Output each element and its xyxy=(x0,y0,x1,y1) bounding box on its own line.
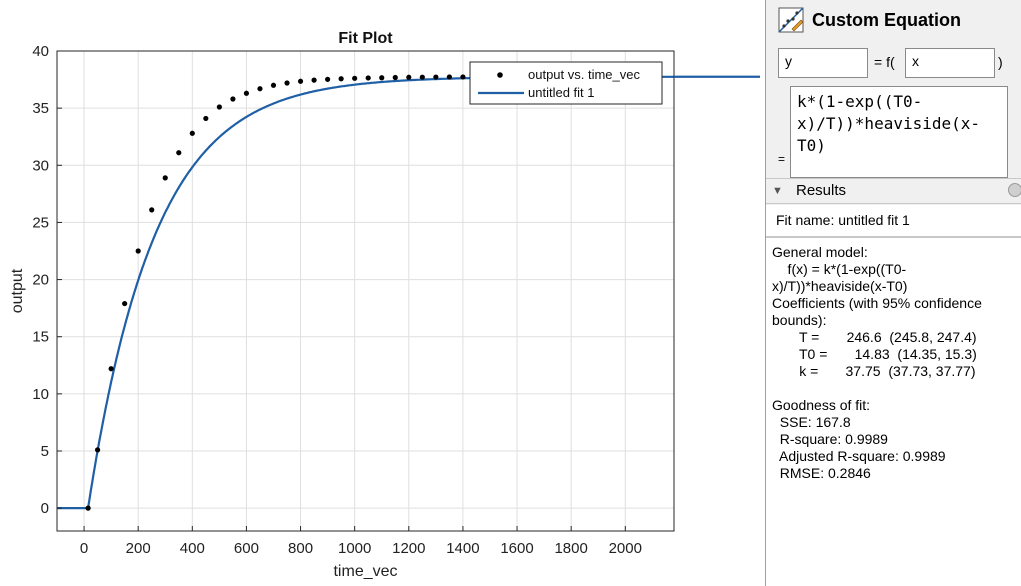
y-tick-label: 0 xyxy=(41,500,49,517)
x-tick-label: 800 xyxy=(288,540,313,557)
data-point xyxy=(365,75,371,81)
axes-background xyxy=(57,51,674,531)
data-point xyxy=(311,77,317,83)
x-tick-label: 1600 xyxy=(500,540,533,557)
data-point xyxy=(176,150,182,156)
data-point xyxy=(216,104,222,110)
results-line: Adjusted R-square: 0.9989 xyxy=(772,448,946,464)
data-point xyxy=(406,74,412,80)
data-point xyxy=(270,82,277,88)
legend-label-data: output vs. time_vec xyxy=(528,67,640,82)
equation-input[interactable]: k*(1-exp((T0- x)/T))*heaviside(x- T0) xyxy=(790,86,1008,178)
results-text-area[interactable]: General model: f(x) = k*(1-exp((T0- x)/T… xyxy=(766,237,1021,586)
data-point xyxy=(162,175,168,181)
results-label: Results xyxy=(796,182,847,199)
fit-plot-area[interactable]: 0 200 400 600 800 1000 1200 1400 1600 1800 2000 0 5 1… xyxy=(0,0,765,586)
data-point xyxy=(392,74,398,81)
x-tick-label: 1400 xyxy=(446,540,479,557)
data-point xyxy=(325,76,331,82)
x-axis-label: time_vec xyxy=(333,563,397,580)
data-point xyxy=(257,86,263,92)
y-tick-label: 5 xyxy=(41,443,49,460)
y-tick-label: 30 xyxy=(32,157,49,174)
data-point xyxy=(108,366,114,372)
legend-marker-points xyxy=(497,72,503,78)
dependent-variable-field[interactable]: y xyxy=(778,48,868,78)
results-line: Coefficients (with 95% confidence xyxy=(772,295,982,311)
data-point xyxy=(379,75,385,81)
y-tick-label: 40 xyxy=(32,43,49,60)
results-line: T0 = 14.83 (14.35, 15.3) xyxy=(772,346,977,362)
x-tick-label: 400 xyxy=(180,540,205,557)
results-line: Goodness of fit: xyxy=(772,397,871,413)
x-tick-label: 1200 xyxy=(392,540,425,557)
x-tick-label: 600 xyxy=(234,540,259,557)
panel-menu-icon[interactable] xyxy=(1008,183,1021,197)
y-tick-label: 10 xyxy=(32,386,49,403)
equation-title: Custom Equation xyxy=(812,9,961,30)
close-paren-label: ) xyxy=(998,54,1003,70)
custom-equation-panel: Custom Equation y = f( x ) = k*(1-exp((T… xyxy=(765,0,1021,586)
data-point xyxy=(243,90,250,96)
results-section-header[interactable]: ▼ Results xyxy=(766,178,1021,204)
data-point xyxy=(419,74,425,80)
y-tick-label: 15 xyxy=(32,329,49,346)
data-point xyxy=(122,300,128,307)
fit-plot-chart: 0 200 400 600 800 1000 1200 1400 1600 1800 2000 0 5 1… xyxy=(9,30,760,580)
legend-label-fit: untitled fit 1 xyxy=(528,85,595,100)
collapse-arrow-icon[interactable]: ▼ xyxy=(772,185,783,197)
data-point xyxy=(85,505,91,511)
x-tick-label: 200 xyxy=(126,540,151,557)
data-point xyxy=(433,74,439,80)
fit-name-text: Fit name: untitled fit 1 xyxy=(776,212,910,228)
y-tick-label: 25 xyxy=(32,214,49,231)
data-point xyxy=(230,96,236,102)
x-tick-label: 0 xyxy=(80,540,88,557)
results-line: RMSE: 0.2846 xyxy=(772,465,871,481)
results-line: f(x) = k*(1-exp((T0- xyxy=(772,261,907,277)
results-line: R-square: 0.9989 xyxy=(772,431,888,447)
x-tick-label: 1800 xyxy=(554,540,587,557)
custom-equation-icon xyxy=(778,7,804,33)
data-point xyxy=(297,78,304,84)
results-line: k = 37.75 (37.73, 37.77) xyxy=(772,363,976,379)
data-point xyxy=(135,248,141,254)
axes-frame xyxy=(56,50,675,532)
equals-label: = xyxy=(778,152,786,166)
equation-header: Custom Equation xyxy=(778,6,961,34)
results-line: bounds): xyxy=(772,312,827,328)
data-point xyxy=(338,76,344,82)
data-point xyxy=(94,447,101,453)
function-of-label: = f( xyxy=(874,54,895,70)
chart-title: Fit Plot xyxy=(338,30,393,47)
data-point xyxy=(446,74,452,80)
results-line: SSE: 167.8 xyxy=(772,414,851,430)
data-point xyxy=(284,80,290,86)
x-tick-label: 2000 xyxy=(609,540,642,557)
results-line: x)/T))*heaviside(x-T0) xyxy=(772,278,908,294)
results-line: General model: xyxy=(772,244,868,260)
data-point xyxy=(149,207,155,213)
x-tick-label: 1000 xyxy=(338,540,371,557)
data-point xyxy=(203,115,209,122)
y-axis-label: output xyxy=(9,268,26,313)
y-tick-label: 20 xyxy=(32,272,49,289)
legend-box xyxy=(469,61,663,105)
y-tick-label: 35 xyxy=(32,100,49,117)
data-point xyxy=(460,74,466,80)
data-point xyxy=(189,130,195,136)
results-line: T = 246.6 (245.8, 247.4) xyxy=(772,329,977,345)
fit-name-row: Fit name: untitled fit 1 xyxy=(766,205,1021,237)
data-point xyxy=(352,75,358,81)
independent-variable-field[interactable]: x xyxy=(905,48,995,78)
